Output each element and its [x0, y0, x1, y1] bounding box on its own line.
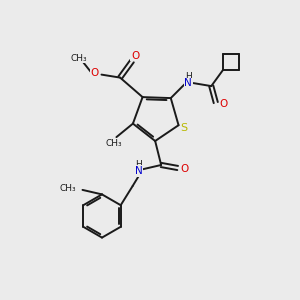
- Text: N: N: [184, 78, 192, 88]
- Text: CH₃: CH₃: [105, 139, 122, 148]
- Text: O: O: [180, 164, 188, 175]
- Text: N: N: [135, 166, 142, 176]
- Text: O: O: [91, 68, 99, 78]
- Text: CH₃: CH₃: [71, 54, 87, 63]
- Text: O: O: [131, 51, 139, 61]
- Text: S: S: [180, 123, 188, 133]
- Text: CH₃: CH₃: [59, 184, 76, 193]
- Text: O: O: [219, 99, 227, 109]
- Text: H: H: [185, 72, 192, 81]
- Text: H: H: [135, 160, 142, 169]
